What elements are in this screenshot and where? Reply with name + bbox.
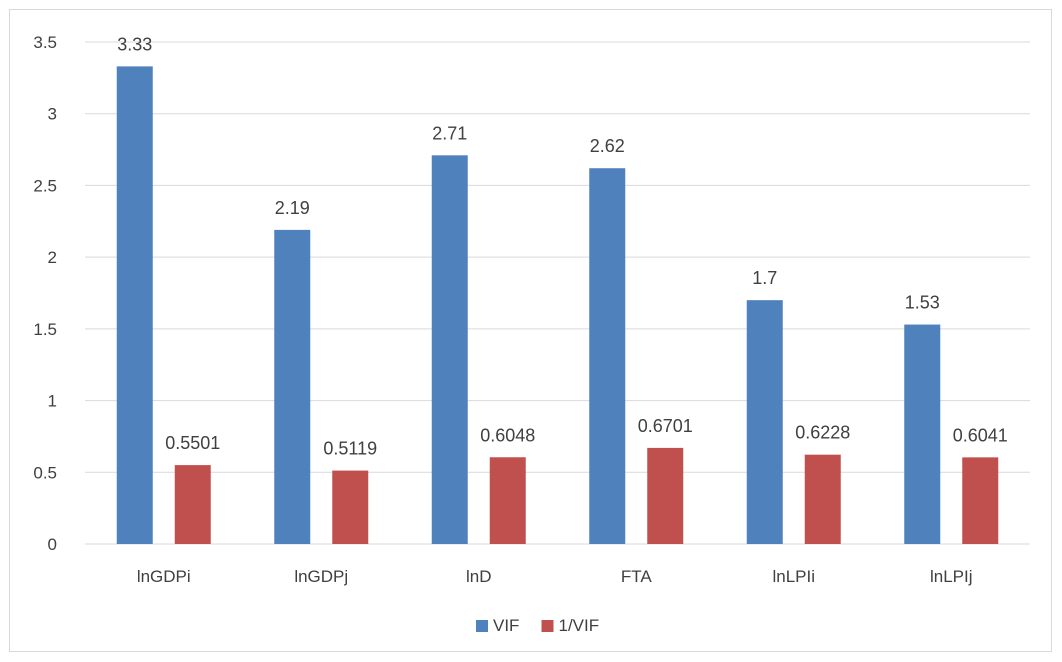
y-tick-label-0: 0 [48, 535, 57, 554]
legend-label-1-vif: 1/VIF [559, 616, 600, 635]
data-label-vif-lnlpii: 1.7 [752, 268, 777, 288]
bar-1-vif-lngdpi [174, 465, 211, 544]
data-label-1-vif-lngdpi: 0.5501 [165, 433, 220, 453]
data-label-vif-lnd: 2.71 [432, 123, 467, 143]
category-label-lnlpij: lnLPIj [930, 567, 973, 586]
y-tick-label-2: 1 [48, 392, 57, 411]
y-tick-label-6: 3 [48, 105, 57, 124]
data-label-vif-lnlpij: 1.53 [905, 293, 940, 313]
bar-vif-fta [589, 168, 626, 544]
chart-frame [9, 9, 1052, 652]
data-label-vif-lngdpi: 3.33 [117, 34, 152, 54]
data-label-1-vif-lnlpij: 0.6041 [953, 425, 1008, 445]
data-label-vif-fta: 2.62 [590, 136, 625, 156]
y-tick-label-3: 1.5 [33, 320, 57, 339]
bar-1-vif-lngdpj [332, 470, 369, 544]
bar-1-vif-lnlpij [962, 457, 999, 544]
legend-label-vif: VIF [493, 616, 519, 635]
bar-1-vif-lnlpii [804, 454, 841, 544]
data-label-1-vif-lnlpii: 0.6228 [795, 423, 850, 443]
y-tick-label-4: 2 [48, 248, 57, 267]
data-label-vif-lngdpj: 2.19 [275, 198, 310, 218]
data-label-1-vif-lngdpj: 0.5119 [323, 439, 377, 459]
category-label-lngdpj: lnGDPj [294, 567, 348, 586]
bar-1-vif-fta [647, 447, 684, 544]
y-tick-label-7: 3.5 [33, 33, 57, 52]
y-tick-label-5: 2.5 [33, 176, 57, 195]
bar-vif-lngdpj [274, 229, 311, 545]
category-label-lnlpii: lnLPIi [772, 567, 815, 586]
bar-vif-lnlpij [904, 324, 941, 544]
legend-swatch-vif [476, 620, 488, 632]
bar-vif-lnd [431, 155, 468, 544]
bar-vif-lngdpi [116, 66, 153, 544]
category-label-lnd: lnD [466, 567, 492, 586]
category-label-lngdpi: lnGDPi [137, 567, 191, 586]
bar-vif-lnlpii [746, 300, 783, 544]
legend-swatch-1-vif [541, 620, 554, 632]
y-tick-label-1: 0.5 [33, 463, 57, 482]
data-label-1-vif-fta: 0.6701 [638, 416, 693, 436]
category-label-fta: FTA [621, 567, 653, 586]
bar-1-vif-lnd [489, 457, 526, 544]
data-label-1-vif-lnd: 0.6048 [480, 425, 535, 445]
